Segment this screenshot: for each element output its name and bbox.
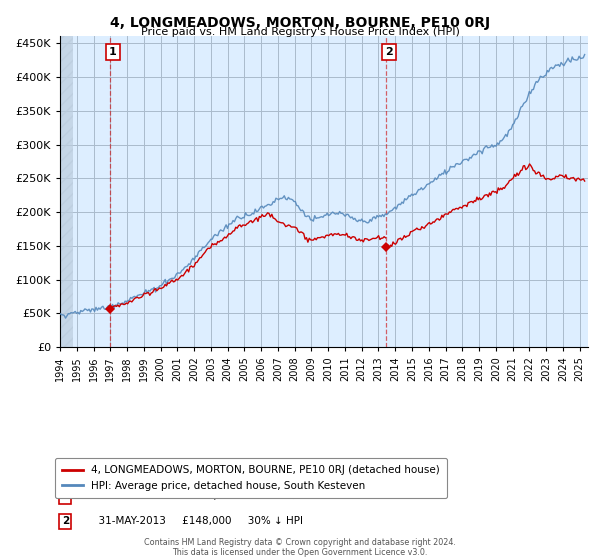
Text: Price paid vs. HM Land Registry's House Price Index (HPI): Price paid vs. HM Land Registry's House …	[140, 27, 460, 37]
Text: 2: 2	[62, 516, 69, 526]
Text: Contains HM Land Registry data © Crown copyright and database right 2024.
This d: Contains HM Land Registry data © Crown c…	[144, 538, 456, 557]
Text: 18-DEC-1996        £56,500        23% ↓ HPI: 18-DEC-1996 £56,500 23% ↓ HPI	[92, 491, 317, 501]
Text: 1: 1	[62, 491, 69, 501]
Text: 4, LONGMEADOWS, MORTON, BOURNE, PE10 0RJ: 4, LONGMEADOWS, MORTON, BOURNE, PE10 0RJ	[110, 16, 490, 30]
Bar	[60, 36, 73, 347]
Text: 2: 2	[385, 47, 393, 57]
Text: 1: 1	[109, 47, 117, 57]
Text: 31-MAY-2013     £148,000     30% ↓ HPI: 31-MAY-2013 £148,000 30% ↓ HPI	[92, 516, 302, 526]
Legend: 4, LONGMEADOWS, MORTON, BOURNE, PE10 0RJ (detached house), HPI: Average price, d: 4, LONGMEADOWS, MORTON, BOURNE, PE10 0RJ…	[55, 458, 447, 498]
